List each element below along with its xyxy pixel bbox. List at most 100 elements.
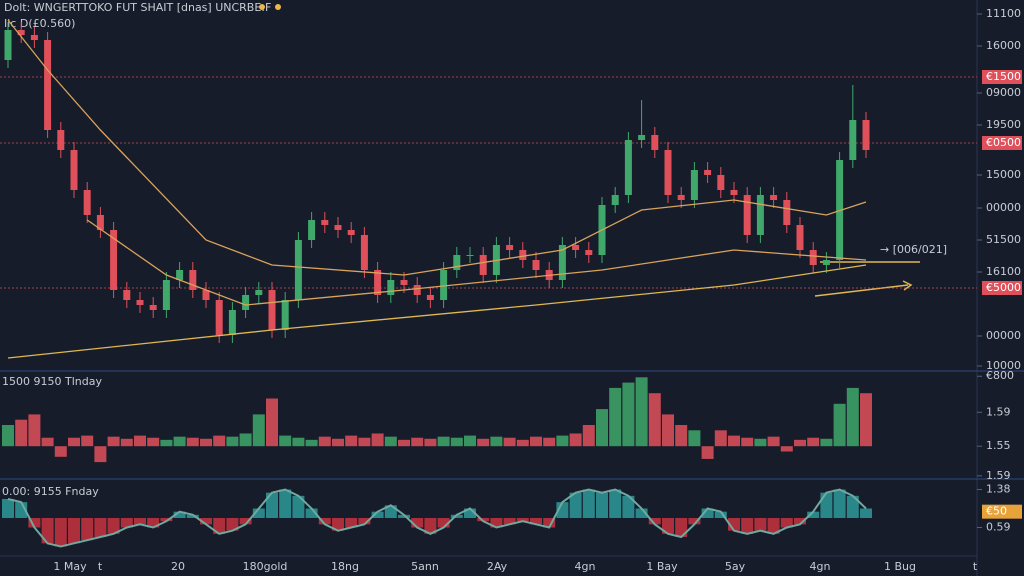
bar <box>54 518 67 547</box>
candle-body <box>809 250 817 265</box>
candle-body <box>110 230 118 290</box>
bar <box>411 518 424 528</box>
candle-body <box>44 40 52 130</box>
candle-body <box>479 255 487 275</box>
bar <box>345 435 358 447</box>
bar <box>173 511 186 518</box>
bar <box>741 437 754 447</box>
candle-body <box>558 245 566 280</box>
price-tag-label: €1500 <box>986 70 1021 83</box>
bar <box>450 514 463 518</box>
candle-body <box>83 190 91 215</box>
bar <box>728 435 740 447</box>
candle-body <box>17 30 25 35</box>
bar <box>569 492 582 518</box>
candle-body <box>862 120 870 150</box>
candle-body <box>242 295 250 310</box>
bar <box>186 437 199 447</box>
bar <box>516 439 529 447</box>
bar <box>345 518 358 528</box>
x-tick-label: 4gn <box>575 560 596 573</box>
y-tick-label: 00000 <box>986 201 1021 214</box>
bar <box>94 446 107 463</box>
bar <box>305 508 318 518</box>
x-tick-label: 18ng <box>331 560 359 573</box>
y-tick-label: 10000 <box>986 359 1021 372</box>
bar <box>714 511 727 518</box>
bar <box>424 438 437 447</box>
x-tick-label: t <box>973 560 978 573</box>
bar <box>186 514 199 518</box>
bar <box>358 518 371 525</box>
bar <box>609 489 622 518</box>
annotation: → [006/021] <box>880 243 947 256</box>
y-tick-label: 15000 <box>986 168 1021 181</box>
bar <box>662 414 674 447</box>
bar <box>252 508 265 518</box>
candle-body <box>176 270 184 280</box>
bar <box>490 518 503 528</box>
bar <box>780 518 793 528</box>
bar <box>662 518 674 534</box>
bar <box>714 430 727 447</box>
bar <box>213 435 226 447</box>
bar <box>820 438 833 447</box>
bar <box>213 518 226 534</box>
bar <box>200 438 212 447</box>
bar <box>160 518 173 522</box>
panel-title: 0.00: 9155 Fnday <box>2 485 99 498</box>
bar <box>846 495 859 518</box>
candle-body <box>572 245 580 250</box>
bar <box>94 518 107 537</box>
x-tick-label: 5ay <box>725 560 746 573</box>
bar <box>68 518 80 544</box>
y-tick-label: 1.59 <box>986 469 1011 482</box>
y-tick-label: 00000 <box>986 329 1021 342</box>
candle-body <box>268 290 276 330</box>
candle-body <box>30 35 38 40</box>
candle-body <box>123 290 131 300</box>
x-tick-label: 4gn <box>810 560 831 573</box>
bar <box>543 518 556 528</box>
candle-body <box>202 290 210 300</box>
bar <box>767 518 780 534</box>
candle-body <box>466 255 474 256</box>
bar <box>226 518 239 531</box>
x-tick-label: t <box>98 560 103 573</box>
trend-arrow <box>814 284 909 297</box>
bar <box>134 435 146 447</box>
bar <box>846 387 859 447</box>
x-tick-label: 180gold <box>243 560 288 573</box>
candle-body <box>162 280 170 310</box>
price-tag <box>982 136 1022 150</box>
candle-body <box>400 280 408 285</box>
panel-title: 1500 9150 Tlnday <box>2 375 102 388</box>
bar <box>332 438 344 447</box>
status-dot <box>259 4 265 10</box>
candle-body <box>690 170 698 200</box>
bar <box>279 435 292 447</box>
bar <box>200 518 212 525</box>
bar <box>701 508 714 518</box>
x-tick-label: 20 <box>171 560 185 573</box>
bar <box>2 425 14 447</box>
y-tick-label: 1.55 <box>986 439 1011 452</box>
bar <box>54 446 67 457</box>
candle-body <box>651 135 659 150</box>
bar <box>292 437 305 447</box>
bar <box>411 437 424 447</box>
bar <box>266 398 278 447</box>
price-tag-label: €50 <box>986 505 1007 518</box>
bar <box>41 437 54 447</box>
bar <box>15 419 28 447</box>
price-tag <box>982 281 1022 295</box>
candle-body <box>611 195 619 205</box>
bar <box>860 393 872 447</box>
bar <box>450 437 463 447</box>
bar <box>794 518 806 525</box>
candle-body <box>334 225 342 230</box>
moving-average <box>7 264 867 359</box>
bar <box>503 437 516 447</box>
x-tick-label: 2Ay <box>487 560 508 573</box>
candle-body <box>215 300 223 335</box>
